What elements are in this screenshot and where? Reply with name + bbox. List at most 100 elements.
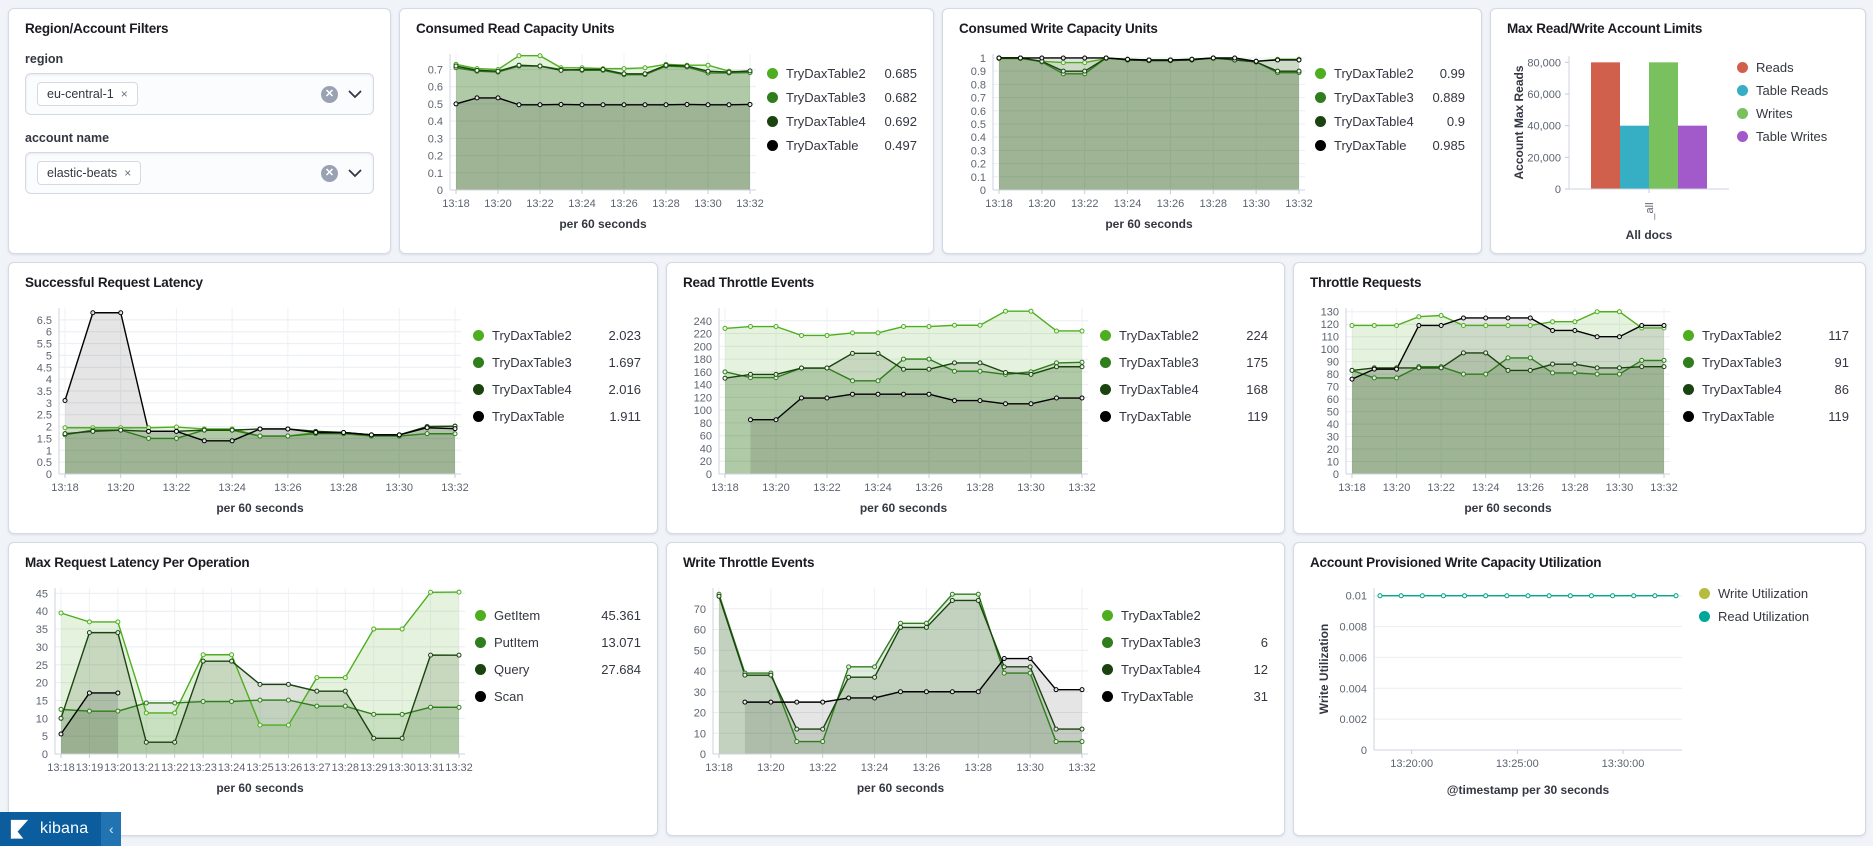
svg-text:3: 3 [46,398,52,410]
panel-title: Max Request Latency Per Operation [25,555,250,570]
legend-item-trydaxtable[interactable]: TryDaxTable 119 [1100,409,1268,424]
chevron-down-icon[interactable] [348,169,362,178]
chip-remove-icon[interactable]: × [124,166,132,180]
legend-item-writes[interactable]: Writes [1737,106,1849,121]
legend-item-trydaxtable2[interactable]: TryDaxTable2 0.685 [767,66,917,81]
svg-text:0: 0 [1361,745,1367,757]
svg-text:13:26: 13:26 [610,198,638,210]
svg-text:80,000: 80,000 [1527,57,1561,69]
legend-item-trydaxtable[interactable]: TryDaxTable 0.497 [767,138,917,153]
write-capacity-utilization-chart[interactable]: 0 0.002 0.004 0.006 0.008 0.01 13:20:00 13:25:0… [1310,574,1692,807]
legend-item-write-utilization[interactable]: Write Utilization [1699,586,1849,601]
legend-item-trydaxtable2[interactable]: TryDaxTable2 0.99 [1315,66,1465,81]
legend-item-trydaxtable4[interactable]: TryDaxTable4 0.9 [1315,114,1465,129]
account-name-chip[interactable]: elastic-beats × [37,161,142,185]
svg-text:13:30: 13:30 [1606,482,1634,494]
svg-text:5.5: 5.5 [37,339,52,351]
svg-text:13:26: 13:26 [275,762,303,774]
svg-text:60: 60 [1327,394,1339,406]
legend-item-trydaxtable2[interactable]: TryDaxTable2 [1102,608,1268,623]
svg-text:3.5: 3.5 [37,386,52,398]
svg-text:0.6: 0.6 [971,106,986,118]
legend-value: 0.99 [1439,66,1465,81]
svg-text:13:28: 13:28 [966,482,994,494]
max-request-latency-chart[interactable]: 0 5 10 15 20 25 30 35 40 45 13:18 13:19 13:20 13:21 13… [25,574,475,805]
svg-text:0.9: 0.9 [971,66,986,78]
clear-selection-icon[interactable]: ✕ [321,164,338,182]
legend-value: 86 [1834,382,1849,397]
legend-item-read-utilization[interactable]: Read Utilization [1699,609,1849,624]
legend-item-trydaxtable3[interactable]: TryDaxTable3 0.889 [1315,90,1465,105]
legend-item-trydaxtable3[interactable]: TryDaxTable3 1.697 [473,355,641,370]
legend-value: 0.682 [884,90,917,105]
legend-item-trydaxtable2[interactable]: TryDaxTable2 117 [1683,328,1849,343]
legend-item-trydaxtable4[interactable]: TryDaxTable4 12 [1102,662,1268,677]
svg-text:13:23: 13:23 [189,762,217,774]
svg-text:10: 10 [1327,457,1339,469]
legend-label: TryDaxTable3 [492,355,572,370]
nav-collapse-button[interactable]: ‹ [101,812,122,846]
legend-item-trydaxtable4[interactable]: TryDaxTable4 86 [1683,382,1849,397]
legend-item-putitem[interactable]: PutItem 13.071 [475,635,641,650]
legend-item-trydaxtable[interactable]: TryDaxTable 119 [1683,409,1849,424]
legend-dot [1315,92,1326,103]
legend-value: 0.9 [1446,114,1465,129]
legend-item-trydaxtable[interactable]: TryDaxTable 0.985 [1315,138,1465,153]
chevron-down-icon[interactable] [348,90,362,99]
legend-item-reads[interactable]: Reads [1737,60,1849,75]
legend-dot [1102,664,1113,675]
chart-legend: TryDaxTable2 117 TryDaxTable3 91 TryDaxTable… [1683,328,1849,436]
chevron-left-icon: ‹ [109,821,114,837]
svg-text:0.004: 0.004 [1339,683,1367,695]
legend-item-trydaxtable3[interactable]: TryDaxTable3 0.682 [767,90,917,105]
chart-legend: TryDaxTable2 0.99 TryDaxTable3 0.889 TryDaxT… [1315,66,1465,162]
svg-text:13:20: 13:20 [762,482,790,494]
svg-text:200: 200 [694,341,712,353]
legend-label: Write Utilization [1718,586,1809,601]
legend-item-trydaxtable3[interactable]: TryDaxTable3 6 [1102,635,1268,650]
legend-item-table-reads[interactable]: Table Reads [1737,83,1849,98]
svg-text:13:24: 13:24 [1472,482,1500,494]
legend-item-scan[interactable]: Scan [475,689,641,704]
chip-remove-icon[interactable]: × [120,87,128,101]
svg-text:0.5: 0.5 [428,99,443,111]
legend-value: 12 [1253,662,1268,677]
legend-item-trydaxtable2[interactable]: TryDaxTable2 2.023 [473,328,641,343]
read-throttle-events-chart[interactable]: 0 20 40 60 80 100 120 140 160 180 200 220 240 13:18 13… [683,294,1098,525]
legend-item-query[interactable]: Query 27.684 [475,662,641,677]
svg-text:140: 140 [694,380,712,392]
legend-item-trydaxtable[interactable]: TryDaxTable 1.911 [473,409,641,424]
svg-text:per 60 seconds: per 60 seconds [216,501,304,515]
successful-request-latency-chart[interactable]: 0 0.5 1 1.5 2 2.5 3 3.5 4 4.5 5 5.5 6 6.5 13:18 13:20 13… [25,294,471,525]
legend-label: Table Writes [1756,129,1828,144]
max-limits-bar-chart[interactable]: 0 20,000 40,000 60,000 80,000 _all All docs Acc… [1507,40,1735,250]
clear-selection-icon[interactable]: ✕ [321,85,338,103]
region-field-label: region [25,52,64,66]
svg-text:0.5: 0.5 [37,457,52,469]
legend-item-trydaxtable3[interactable]: TryDaxTable3 175 [1100,355,1268,370]
throttle-requests-chart[interactable]: 0 10 20 30 40 50 60 70 80 90 100 110 120 130 13:18 13:2… [1310,294,1680,525]
write-throttle-events-chart[interactable]: 0 10 20 30 40 50 60 70 13:18 13:20 13:22 13:24 13:26… [683,574,1098,805]
region-chip[interactable]: eu-central-1 × [37,82,138,106]
svg-text:2.5: 2.5 [37,410,52,422]
region-select[interactable]: eu-central-1 × ✕ [25,73,374,115]
legend-value: 2.016 [608,382,641,397]
account-provisioned-write-capacity-utilization-svg: 0 0.002 0.004 0.006 0.008 0.01 13:20:00 13:25:0… [1317,588,1682,797]
legend-item-table-writes[interactable]: Table Writes [1737,129,1849,144]
legend-item-trydaxtable4[interactable]: TryDaxTable4 0.692 [767,114,917,129]
panel-consumed-read-capacity-units: Consumed Read Capacity Units 0 0.1 0.2 0.3 0… [399,8,934,254]
legend-dot [1102,610,1113,621]
legend-item-trydaxtable3[interactable]: TryDaxTable3 91 [1683,355,1849,370]
legend-item-getitem[interactable]: GetItem 45.361 [475,608,641,623]
kibana-home-button[interactable]: kibana [0,812,102,846]
legend-item-trydaxtable[interactable]: TryDaxTable 31 [1102,689,1268,704]
svg-text:0.6: 0.6 [428,82,443,94]
legend-item-trydaxtable4[interactable]: TryDaxTable4 2.016 [473,382,641,397]
legend-dot [1699,611,1710,622]
legend-item-trydaxtable2[interactable]: TryDaxTable2 224 [1100,328,1268,343]
consumed-read-capacity-chart[interactable]: 0 0.1 0.2 0.3 0.4 0.5 0.6 0.7 13:18 13:20 13:22 13:… [416,40,766,241]
legend-item-trydaxtable4[interactable]: TryDaxTable4 168 [1100,382,1268,397]
consumed-write-capacity-chart[interactable]: 0 0.1 0.2 0.3 0.4 0.5 0.6 0.7 0.8 0.9 1 13:18 13:20 1… [959,40,1315,241]
account-name-select[interactable]: elastic-beats × ✕ [25,152,374,194]
svg-text:0.002: 0.002 [1339,714,1367,726]
